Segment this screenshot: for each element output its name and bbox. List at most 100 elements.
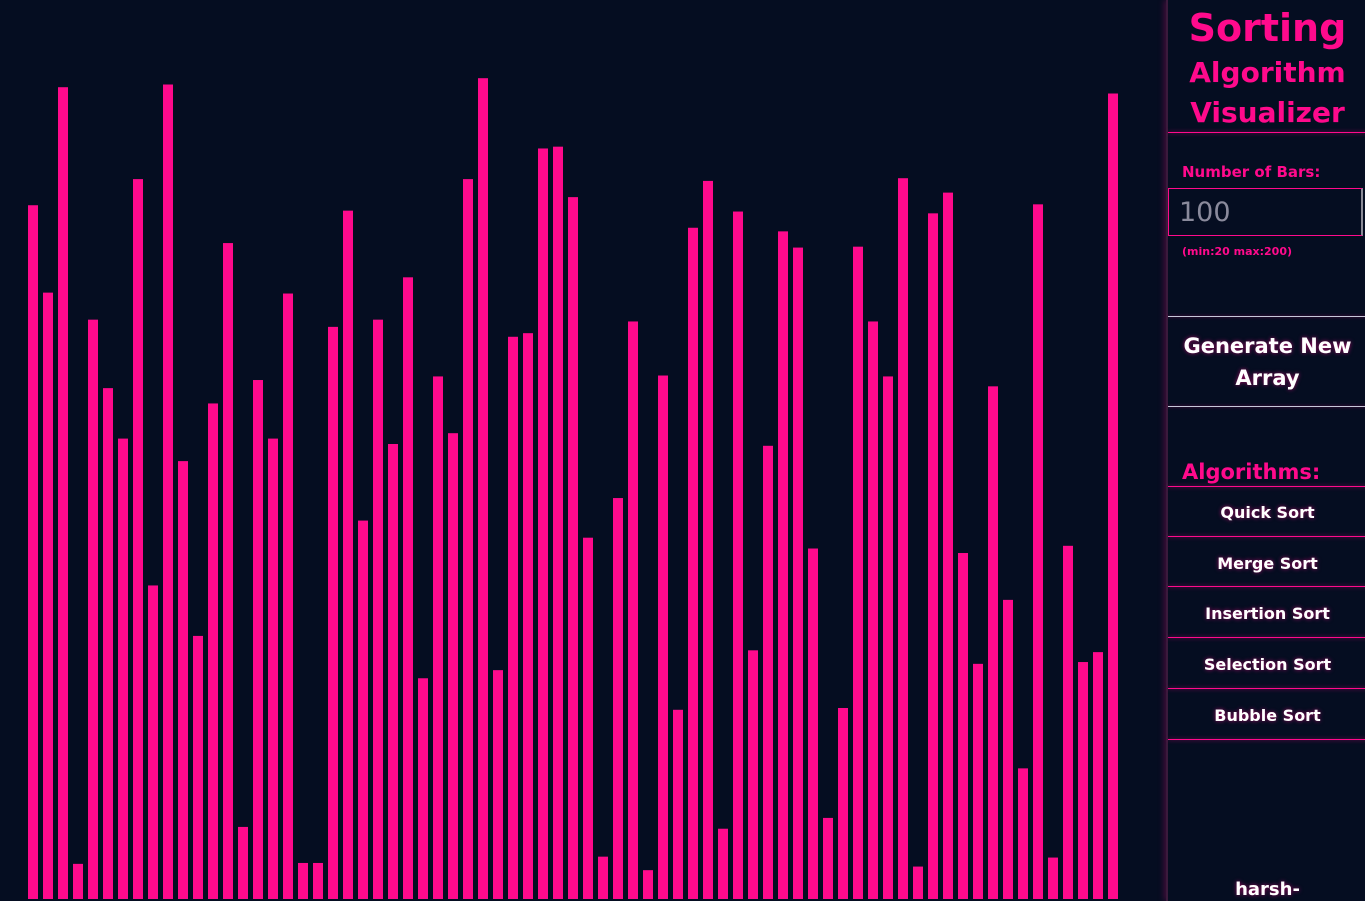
bar	[313, 862, 323, 899]
bar	[43, 292, 53, 899]
bar	[73, 863, 83, 899]
footer-author: harsh-	[1235, 879, 1300, 900]
bar	[838, 707, 848, 899]
selection-sort-button[interactable]: Selection Sort	[1203, 654, 1332, 674]
bar	[883, 376, 893, 899]
bar	[568, 197, 578, 900]
bar	[193, 635, 203, 899]
bar	[553, 146, 563, 900]
generate-array-label: Generate New Array	[1183, 330, 1351, 394]
bar	[163, 84, 173, 900]
bar	[778, 231, 788, 899]
bar	[463, 179, 473, 899]
bar	[1003, 599, 1013, 899]
bar	[598, 856, 608, 899]
algo-divider-2	[1168, 586, 1365, 587]
bar	[388, 443, 398, 899]
bar	[358, 520, 368, 899]
algorithms-divider	[1168, 486, 1365, 487]
bar	[853, 246, 863, 899]
bar-visualization-area	[28, 78, 1118, 900]
bar	[928, 213, 938, 900]
bar	[643, 870, 653, 899]
bar	[898, 178, 908, 899]
generate-array-button[interactable]: Generate New Array	[1168, 318, 1365, 406]
bar	[493, 670, 503, 899]
bar	[913, 866, 923, 899]
bar	[718, 828, 728, 899]
bar	[613, 498, 623, 899]
bar	[793, 247, 803, 899]
bar	[583, 537, 593, 899]
bar	[478, 78, 488, 899]
bar	[58, 87, 68, 900]
bar	[1078, 662, 1088, 899]
bars-count-label: Number of Bars:	[1182, 163, 1321, 181]
bar	[328, 326, 338, 899]
bar	[943, 192, 953, 900]
bar	[763, 445, 773, 899]
bar	[733, 211, 743, 900]
bar	[283, 293, 293, 899]
algo-divider-5	[1168, 739, 1365, 740]
bar	[118, 438, 128, 899]
bar	[208, 403, 218, 899]
bar	[223, 243, 233, 899]
bar	[823, 817, 833, 899]
bar	[508, 336, 518, 899]
bar	[268, 438, 278, 899]
algo-divider-4	[1168, 688, 1365, 689]
bar	[298, 862, 308, 899]
page-title-line-1: Sorting	[1188, 6, 1347, 50]
bar	[253, 380, 263, 899]
bubble-sort-button[interactable]: Bubble Sort	[1214, 705, 1321, 725]
sidebar: Sorting Algorithm Visualizer Number of B…	[1166, 0, 1365, 901]
bar	[1108, 93, 1118, 900]
bars-count-input[interactable]	[1168, 188, 1363, 236]
bar	[403, 277, 413, 899]
bar	[1033, 204, 1043, 900]
bar	[88, 319, 98, 900]
bar	[1063, 545, 1073, 899]
bar	[628, 321, 638, 900]
bar	[433, 376, 443, 899]
bar	[538, 148, 548, 900]
bar	[178, 461, 188, 899]
bar	[523, 333, 533, 899]
merge-sort-button[interactable]: Merge Sort	[1217, 553, 1318, 573]
bar	[1093, 652, 1103, 899]
generate-label-line-2: Array	[1235, 366, 1300, 390]
bar	[673, 709, 683, 899]
bar	[748, 650, 758, 899]
algorithms-label: Algorithms:	[1182, 460, 1321, 484]
generate-label-line-1: Generate New	[1183, 334, 1352, 358]
bar	[688, 227, 698, 899]
bar	[148, 585, 158, 899]
page-title-line-3: Visualizer	[1190, 96, 1345, 129]
bar	[1018, 768, 1028, 899]
bar	[958, 553, 968, 899]
algo-divider-1	[1168, 536, 1365, 537]
page-title-line-2: Algorithm	[1189, 56, 1346, 89]
title-divider	[1168, 132, 1365, 133]
bar	[703, 180, 713, 899]
bar	[973, 663, 983, 899]
bar	[343, 210, 353, 900]
bar	[373, 319, 383, 900]
bar	[418, 678, 428, 899]
generate-bottom-divider	[1168, 406, 1365, 407]
quick-sort-button[interactable]: Quick Sort	[1220, 502, 1315, 522]
bar	[808, 548, 818, 899]
bar	[868, 321, 878, 900]
bar	[988, 386, 998, 899]
bar	[1048, 857, 1058, 899]
insertion-sort-button[interactable]: Insertion Sort	[1205, 603, 1330, 623]
bar	[448, 433, 458, 899]
bar	[28, 205, 38, 900]
bars-count-hint: (min:20 max:200)	[1182, 245, 1292, 258]
generate-top-divider	[1168, 316, 1365, 317]
bar-chart	[28, 78, 1118, 900]
bar	[238, 826, 248, 899]
algo-divider-3	[1168, 637, 1365, 638]
